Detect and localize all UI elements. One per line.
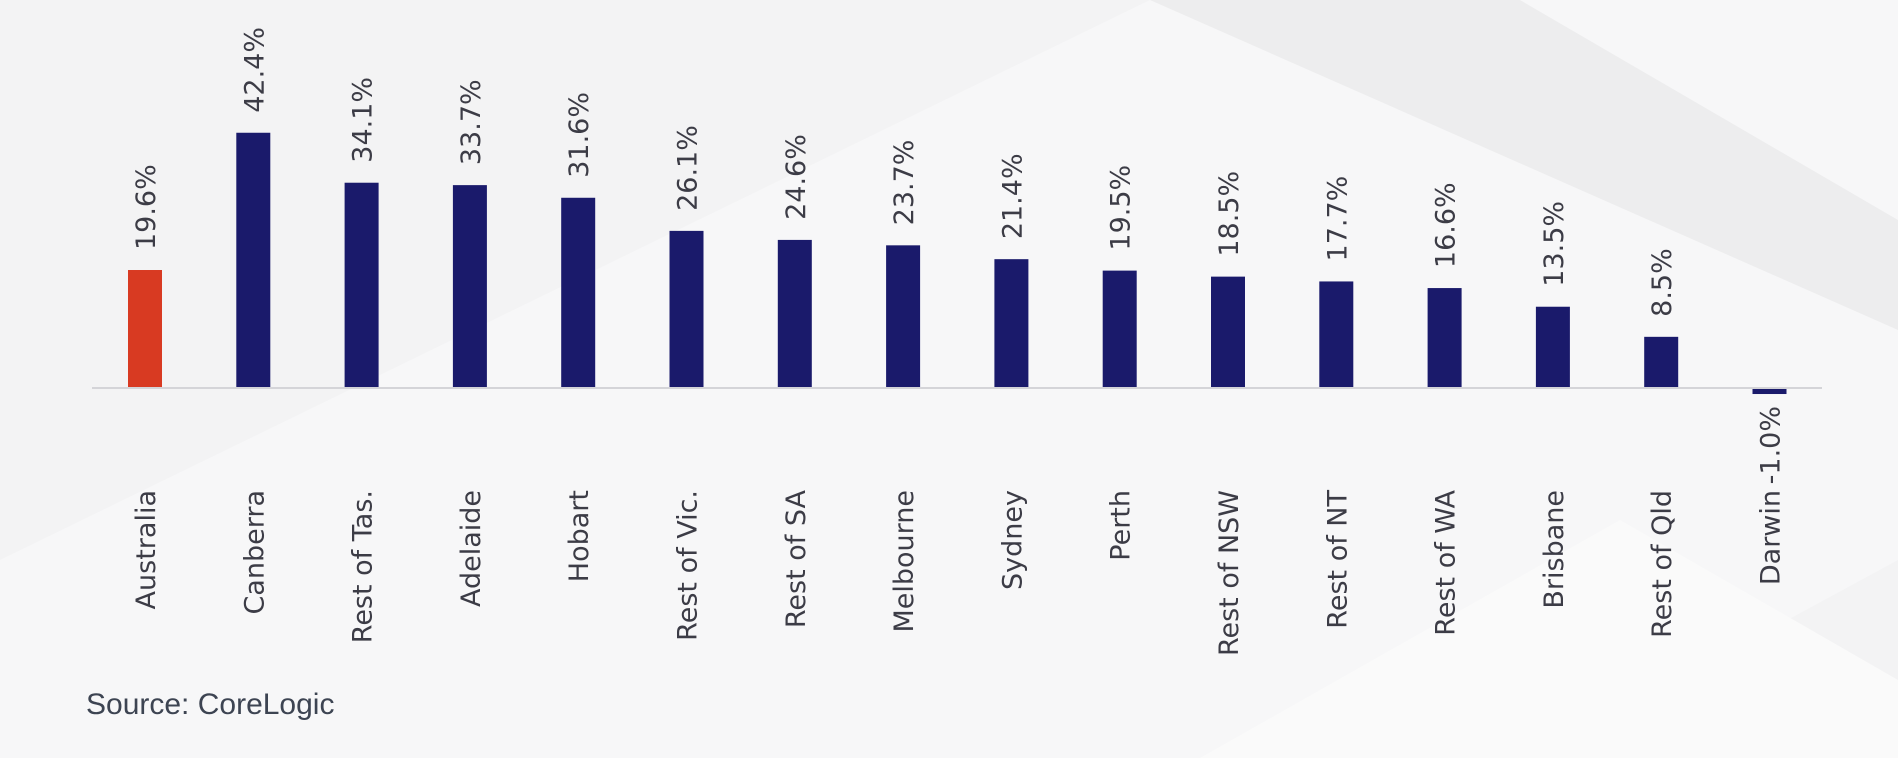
value-label: 21.4%	[997, 153, 1028, 239]
category-label: Australia	[131, 490, 162, 609]
value-label: 23.7%	[889, 140, 920, 226]
category-label: Rest of Vic.	[673, 490, 704, 641]
bar-rest-of-vic	[669, 230, 704, 388]
category-label: Melbourne	[889, 490, 920, 633]
value-label: 34.1%	[348, 77, 379, 163]
value-label: 33.7%	[456, 79, 487, 165]
value-labels-group: 19.6% 42.4% 34.1% 33.7% 31.6% 26.1% 24.6% 23.7%…	[131, 27, 1787, 484]
category-label: Brisbane	[1539, 490, 1570, 609]
bar-darwin	[1752, 388, 1787, 395]
value-label: 26.1%	[673, 125, 704, 211]
bar-rest-of-tas	[344, 182, 379, 388]
category-label: Adelaide	[456, 490, 487, 607]
bar-rest-of-sa	[777, 239, 812, 388]
category-label: Darwin	[1756, 490, 1787, 585]
bar-rest-of-qld	[1644, 336, 1679, 388]
category-label: Rest of NSW	[1214, 490, 1245, 656]
bar-hobart	[561, 197, 596, 388]
value-label: 19.6%	[131, 164, 162, 250]
source-note: Source: CoreLogic	[86, 688, 335, 721]
bar-brisbane	[1535, 306, 1570, 388]
category-label: Rest of SA	[781, 489, 812, 628]
value-label: 42.4%	[239, 27, 270, 113]
bar-australia	[128, 270, 162, 388]
category-label: Sydney	[997, 490, 1028, 590]
value-label: 19.5%	[1106, 165, 1137, 251]
bar-rest-of-wa	[1427, 288, 1462, 388]
bar-canberra	[236, 132, 271, 388]
value-label: 31.6%	[564, 92, 595, 178]
value-label: 18.5%	[1214, 171, 1245, 257]
bar-adelaide	[452, 185, 487, 388]
value-label: 16.6%	[1431, 182, 1462, 268]
category-label: Rest of Qld	[1647, 490, 1678, 638]
bar-sydney	[994, 259, 1029, 388]
bar-rest-of-nsw	[1211, 276, 1245, 388]
category-label: Rest of NT	[1322, 490, 1353, 629]
category-label: Rest of Tas.	[348, 490, 379, 643]
category-label: Canberra	[239, 490, 270, 615]
value-label: -1.0%	[1756, 406, 1787, 484]
value-label: 17.7%	[1322, 176, 1353, 262]
bar-melbourne	[886, 245, 921, 388]
category-labels-group: Australia Canberra Rest of Tas. Adelaide Hob…	[131, 489, 1787, 656]
category-label: Rest of WA	[1431, 489, 1462, 635]
value-label: 13.5%	[1539, 201, 1570, 287]
bar-perth	[1102, 270, 1137, 388]
category-label: Perth	[1106, 490, 1137, 561]
bars-group	[128, 132, 1787, 395]
bar-rest-of-nt	[1319, 281, 1354, 388]
value-label: 8.5%	[1647, 248, 1678, 317]
category-label: Hobart	[564, 490, 595, 582]
value-label: 24.6%	[781, 134, 812, 220]
